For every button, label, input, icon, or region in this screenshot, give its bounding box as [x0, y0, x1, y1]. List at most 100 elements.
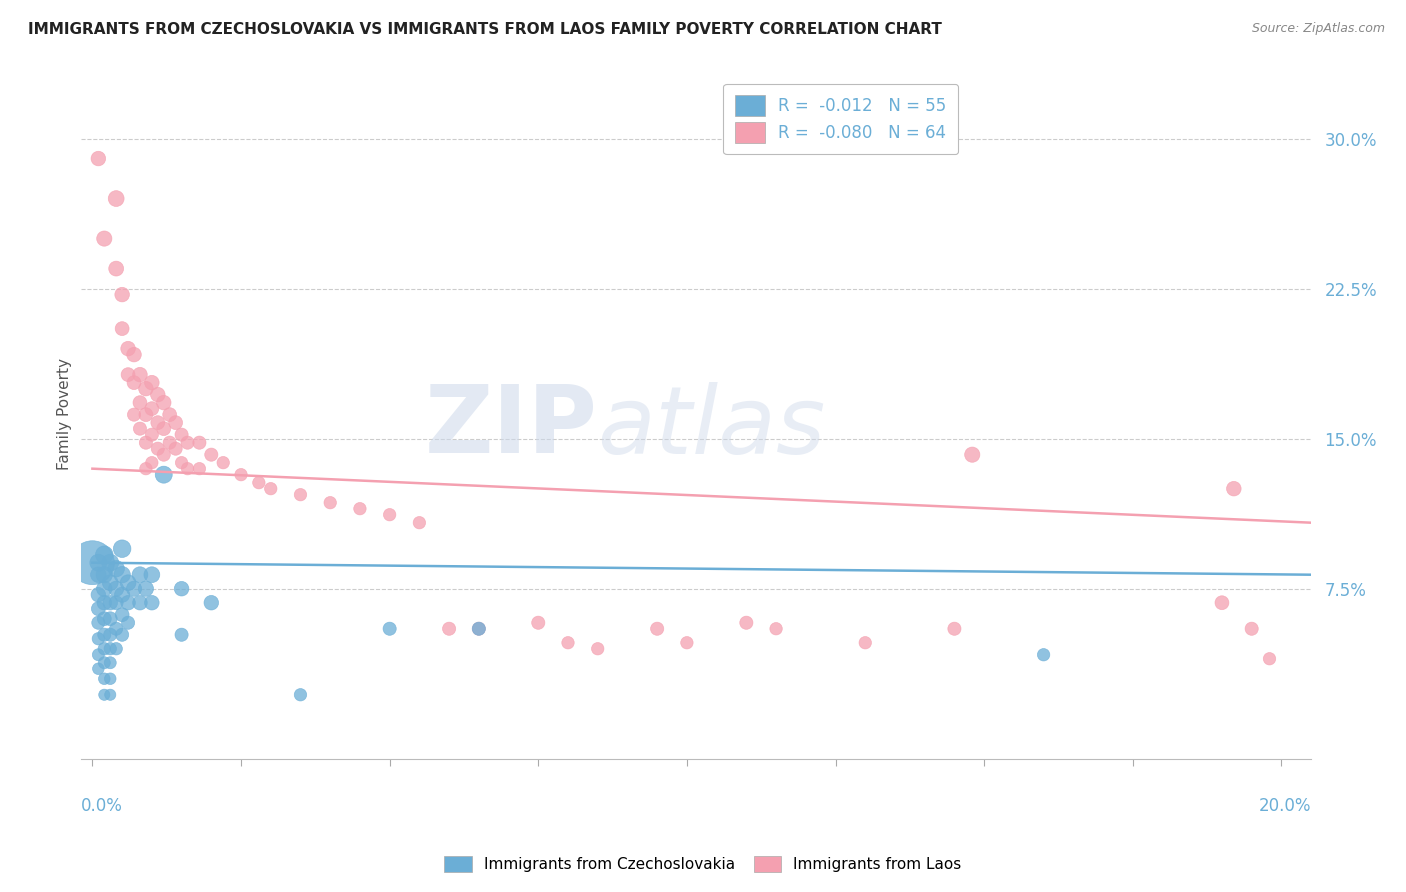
Point — [129, 422, 152, 436]
Point — [87, 662, 110, 676]
Point — [135, 461, 157, 475]
Point — [98, 575, 121, 590]
Point — [98, 628, 121, 642]
Point — [170, 628, 193, 642]
Point — [98, 656, 121, 670]
Point — [468, 622, 491, 636]
Point — [105, 261, 128, 276]
Point — [93, 548, 115, 562]
Point — [735, 615, 758, 630]
Point — [93, 596, 115, 610]
Point — [117, 596, 139, 610]
Y-axis label: Family Poverty: Family Poverty — [58, 358, 72, 470]
Point — [87, 556, 110, 570]
Point — [1258, 652, 1281, 666]
Point — [853, 636, 876, 650]
Point — [93, 582, 115, 596]
Point — [176, 461, 198, 475]
Point — [98, 556, 121, 570]
Point — [146, 387, 169, 401]
Point — [1211, 596, 1233, 610]
Point — [260, 482, 283, 496]
Point — [117, 368, 139, 382]
Point — [122, 408, 145, 422]
Point — [165, 416, 187, 430]
Point — [111, 628, 134, 642]
Point — [146, 442, 169, 456]
Point — [105, 562, 128, 576]
Point — [93, 688, 115, 702]
Point — [1223, 482, 1246, 496]
Point — [122, 582, 145, 596]
Point — [93, 231, 115, 245]
Legend: Immigrants from Czechoslovakia, Immigrants from Laos: Immigrants from Czechoslovakia, Immigran… — [437, 848, 969, 880]
Point — [105, 582, 128, 596]
Point — [93, 641, 115, 656]
Point — [188, 461, 211, 475]
Point — [93, 612, 115, 626]
Text: 20.0%: 20.0% — [1258, 797, 1312, 814]
Point — [557, 636, 579, 650]
Point — [129, 395, 152, 409]
Point — [87, 601, 110, 615]
Point — [170, 427, 193, 442]
Point — [378, 622, 401, 636]
Text: atlas: atlas — [598, 382, 825, 473]
Point — [159, 408, 181, 422]
Point — [378, 508, 401, 522]
Point — [105, 596, 128, 610]
Point — [141, 401, 163, 416]
Point — [247, 475, 270, 490]
Point — [141, 456, 163, 470]
Point — [87, 632, 110, 646]
Point — [165, 442, 187, 456]
Point — [135, 435, 157, 450]
Point — [117, 342, 139, 356]
Point — [135, 382, 157, 396]
Point — [152, 422, 174, 436]
Point — [87, 615, 110, 630]
Point — [229, 467, 252, 482]
Text: 0.0%: 0.0% — [80, 797, 122, 814]
Point — [87, 567, 110, 582]
Point — [159, 435, 181, 450]
Point — [98, 672, 121, 686]
Point — [122, 376, 145, 390]
Point — [129, 567, 152, 582]
Point — [200, 448, 222, 462]
Point — [141, 567, 163, 582]
Point — [87, 648, 110, 662]
Point — [87, 152, 110, 166]
Point — [93, 672, 115, 686]
Point — [962, 448, 984, 462]
Point — [527, 615, 550, 630]
Point — [98, 641, 121, 656]
Point — [586, 641, 609, 656]
Point — [117, 575, 139, 590]
Point — [98, 688, 121, 702]
Point — [152, 448, 174, 462]
Text: IMMIGRANTS FROM CZECHOSLOVAKIA VS IMMIGRANTS FROM LAOS FAMILY POVERTY CORRELATIO: IMMIGRANTS FROM CZECHOSLOVAKIA VS IMMIGR… — [28, 22, 942, 37]
Point — [105, 641, 128, 656]
Point — [93, 567, 115, 582]
Point — [129, 596, 152, 610]
Point — [105, 192, 128, 206]
Text: Source: ZipAtlas.com: Source: ZipAtlas.com — [1251, 22, 1385, 36]
Point — [1032, 648, 1054, 662]
Point — [111, 287, 134, 301]
Point — [437, 622, 460, 636]
Point — [98, 596, 121, 610]
Point — [93, 628, 115, 642]
Point — [170, 582, 193, 596]
Point — [129, 368, 152, 382]
Point — [111, 541, 134, 556]
Point — [152, 467, 174, 482]
Point — [111, 321, 134, 335]
Point — [111, 588, 134, 602]
Point — [146, 416, 169, 430]
Point — [290, 688, 312, 702]
Point — [676, 636, 699, 650]
Text: ZIP: ZIP — [425, 382, 598, 474]
Point — [111, 607, 134, 622]
Point — [135, 408, 157, 422]
